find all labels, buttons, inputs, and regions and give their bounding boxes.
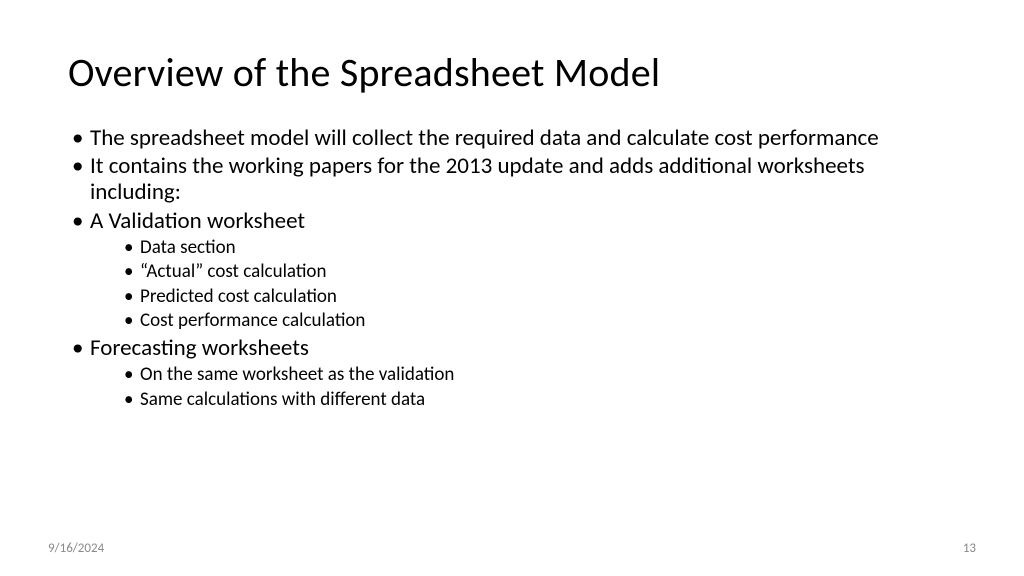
list-item: It contains the working papers for the 2… (68, 153, 956, 205)
list-item: The spreadsheet model will collect the r… (68, 125, 956, 151)
list-item: Same calculations with different data (122, 388, 956, 412)
bullet-text: A Validation worksheet (90, 207, 305, 235)
bullet-text: Forecasting worksheets (90, 334, 309, 362)
list-item: Forecasting worksheets On the same works… (68, 335, 956, 412)
bullet-text: Cost performance calculation (140, 309, 365, 332)
footer-date: 9/16/2024 (48, 541, 104, 556)
bullet-list: The spreadsheet model will collect the r… (68, 125, 956, 412)
slide-title: Overview of the Spreadsheet Model (68, 48, 956, 97)
bullet-text: Data section (140, 236, 236, 259)
list-item: “Actual” cost calculation (122, 260, 956, 284)
bullet-text: On the same worksheet as the validation (140, 363, 454, 386)
slide: Overview of the Spreadsheet Model The sp… (0, 0, 1024, 576)
bullet-text: “Actual” cost calculation (140, 260, 326, 283)
list-item: A Validation worksheet Data section “Act… (68, 208, 956, 333)
list-item: Predicted cost calculation (122, 285, 956, 309)
sub-bullet-list: Data section “Actual” cost calculation P… (90, 236, 956, 333)
list-item: On the same worksheet as the validation (122, 363, 956, 387)
list-item: Data section (122, 236, 956, 260)
footer-page-number: 13 (963, 541, 976, 556)
slide-footer: 9/16/2024 13 (0, 541, 1024, 556)
bullet-text: Predicted cost calculation (140, 285, 337, 308)
list-item: Cost performance calculation (122, 309, 956, 333)
bullet-text: It contains the working papers for the 2… (90, 152, 865, 206)
bullet-text: The spreadsheet model will collect the r… (90, 124, 879, 152)
bullet-text: Same calculations with different data (140, 388, 425, 411)
sub-bullet-list: On the same worksheet as the validation … (90, 363, 956, 412)
